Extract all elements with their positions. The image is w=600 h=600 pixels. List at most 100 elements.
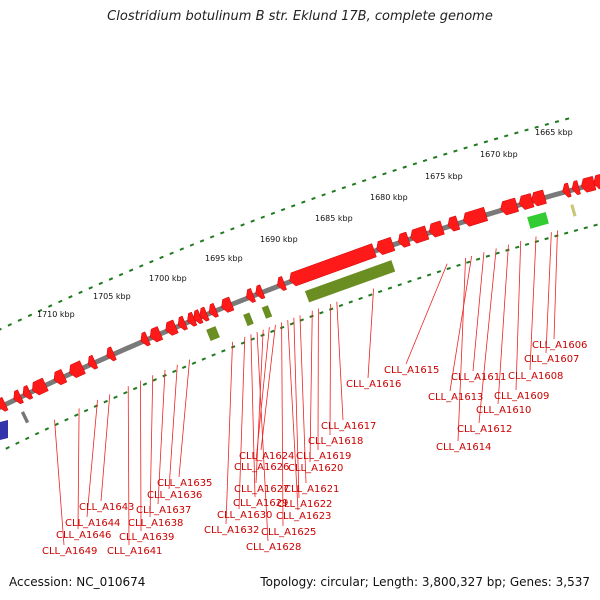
- scale-tick: [209, 235, 215, 239]
- scale-tick: [199, 239, 205, 243]
- leader-line: [299, 315, 307, 484]
- scale-tick: [422, 159, 428, 163]
- gene-feature: [22, 384, 34, 400]
- genome-summary-text: Topology: circular; Length: 3,800,327 bp…: [260, 575, 590, 589]
- inner-tick: [436, 270, 442, 274]
- scale-label: 1705 kbp: [93, 292, 131, 301]
- scale-tick: [301, 200, 306, 204]
- inner-tick: [446, 266, 451, 271]
- scale-tick: [382, 172, 387, 176]
- scale-tick: [534, 125, 539, 129]
- inner-tick: [505, 248, 510, 252]
- leader-line: [405, 263, 448, 365]
- scale-tick: [139, 264, 144, 268]
- gene-label: CLL_A1616: [346, 379, 401, 390]
- scale-tick: [128, 268, 134, 272]
- scale-tick: [169, 251, 174, 255]
- scale-tick: [88, 286, 93, 290]
- gene-label: CLL_A1620: [288, 463, 343, 474]
- gene-label: CLL_A1630: [217, 510, 272, 521]
- gene-label: CLL_A1615: [384, 365, 439, 376]
- leader-line: [472, 252, 485, 372]
- scale-tick: [504, 134, 509, 138]
- scale-tick: [463, 146, 468, 150]
- inner-tick: [368, 293, 373, 297]
- gene-feature: [447, 215, 461, 232]
- inner-tick: [348, 300, 353, 304]
- inner-tick: [250, 337, 256, 341]
- leader-line: [309, 310, 313, 463]
- scale-tick: [544, 122, 550, 126]
- leader-line: [336, 301, 344, 421]
- gene-label: CLL_A1637: [136, 505, 191, 516]
- gene-feature: [199, 306, 210, 322]
- gene-feature: [376, 236, 396, 256]
- gene-feature: [463, 206, 489, 227]
- gene-feature: [193, 309, 204, 325]
- gene-feature-blue: [0, 420, 8, 440]
- scale-tick: [453, 149, 458, 153]
- scale-label: 1710 kbp: [37, 310, 75, 319]
- gene-feature: [149, 326, 164, 343]
- gene-label: CLL_A1621: [284, 484, 339, 495]
- inner-tick: [485, 254, 491, 258]
- gene-label: CLL_A1638: [128, 518, 183, 529]
- gene-feature: [221, 296, 235, 313]
- leader-line: [515, 240, 522, 391]
- scale-labels: 1710 kbp 1705 kbp 1700 kbp 1695 kbp 1690 kbp…: [37, 128, 573, 319]
- scale-tick: [108, 277, 114, 281]
- leader-line: [329, 303, 332, 436]
- gene-label: CLL_A1613: [428, 392, 483, 403]
- inner-tick: [211, 353, 216, 357]
- gene-feature: [106, 346, 117, 362]
- leader-line: [100, 394, 111, 502]
- scale-tick: [483, 140, 489, 144]
- scale-tick: [47, 304, 53, 308]
- inner-tick: [123, 391, 128, 395]
- scale-label: 1670 kbp: [480, 150, 518, 159]
- gene-feature: [69, 360, 86, 379]
- gene-label: CLL_A1622: [277, 499, 332, 510]
- gene-feature: [518, 193, 535, 210]
- scale-tick: [118, 272, 124, 277]
- inner-tick: [142, 382, 148, 386]
- leader-line: [140, 380, 142, 532]
- gene-label: CLL_A1629: [233, 498, 288, 509]
- scale-tick: [98, 281, 104, 286]
- scale-tick: [290, 204, 296, 208]
- gene-label: CLL_A1632: [204, 525, 259, 536]
- scale-tick: [473, 143, 478, 147]
- gene-label: CLL_A1618: [308, 436, 363, 447]
- leader-line: [77, 408, 80, 530]
- gene-label: CLL_A1646: [56, 530, 111, 541]
- leader-line: [256, 331, 269, 542]
- gene-label: CLL_A1641: [107, 546, 162, 557]
- inner-tick: [230, 345, 236, 349]
- inner-tick: [201, 357, 206, 361]
- scale-tick: [189, 243, 195, 247]
- scale-tick: [179, 247, 184, 251]
- gene-feature: [397, 231, 411, 248]
- gene-feature: [255, 284, 266, 300]
- leader-line: [178, 359, 190, 478]
- gene-feature: [0, 396, 9, 412]
- scale-tick: [280, 207, 286, 212]
- scale-label: 1695 kbp: [205, 254, 243, 263]
- gene-feature: [165, 319, 179, 336]
- scale-tick: [311, 196, 316, 201]
- gene-label: CLL_A1608: [508, 371, 563, 382]
- scale-tick: [58, 299, 63, 304]
- inner-tick: [495, 251, 500, 255]
- scale-tick: [443, 152, 448, 156]
- gene-feature: [277, 276, 287, 291]
- inner-tick: [515, 245, 520, 249]
- leader-line: [478, 248, 497, 424]
- gene-feature: [531, 189, 547, 207]
- gene-label: CLL_A1628: [246, 542, 301, 553]
- gene-feature: [571, 180, 581, 196]
- scale-ring: [0, 117, 570, 332]
- gene-feature: [580, 176, 597, 193]
- inner-tick: [338, 303, 344, 308]
- gene-feature: [32, 377, 49, 396]
